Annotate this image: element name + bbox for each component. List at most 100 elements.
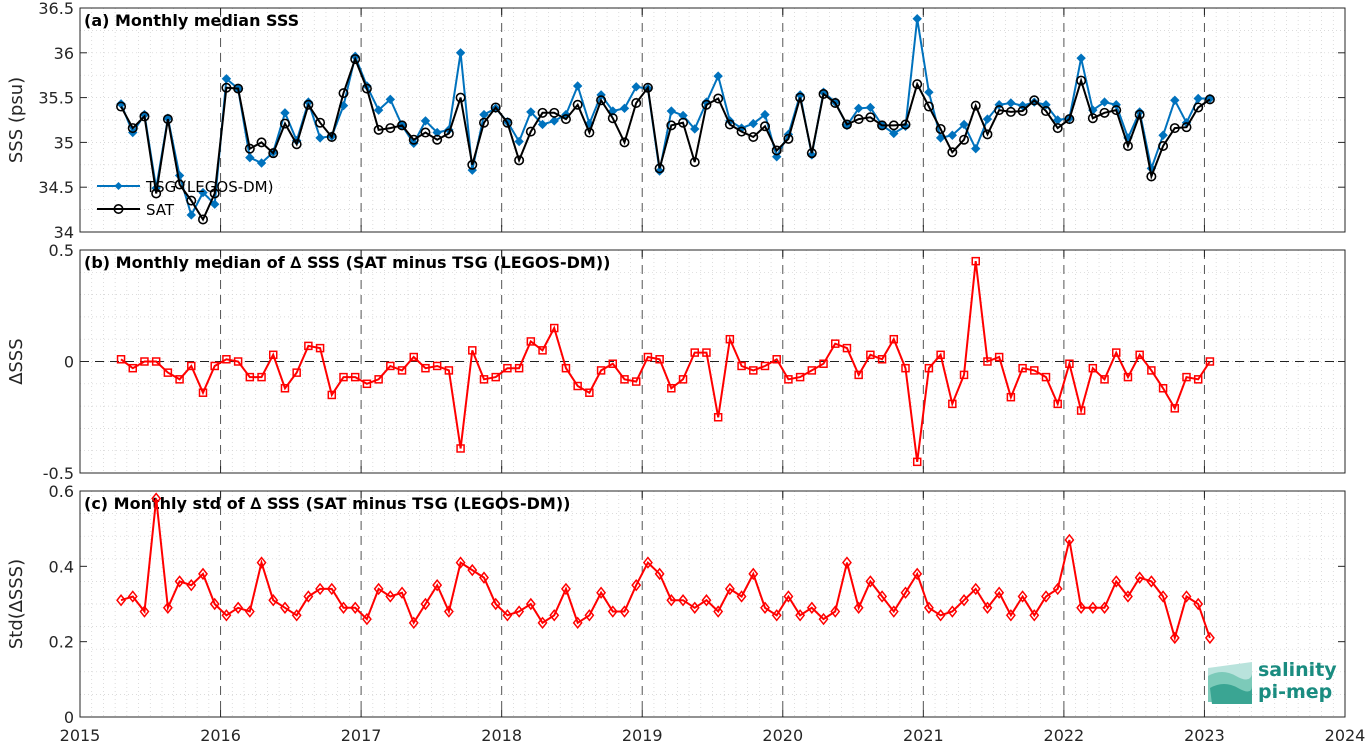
data-point: [841, 556, 852, 569]
data-point: [853, 601, 864, 614]
data-point: [514, 363, 524, 373]
data-point: [619, 605, 630, 618]
data-point: [1052, 582, 1063, 596]
data-point: [654, 166, 665, 176]
data-point: [1029, 95, 1040, 106]
data-point: [784, 375, 793, 384]
y-tick-label: 35: [54, 133, 74, 152]
data-point: [970, 582, 981, 596]
data-point: [888, 120, 899, 131]
x-tick-label: 2017: [341, 726, 382, 745]
data-point: [971, 256, 980, 266]
y-tick-label: 0.6: [49, 482, 74, 501]
data-point: [900, 586, 911, 599]
data-point: [420, 127, 431, 138]
data-point: [174, 575, 185, 588]
data-point: [724, 582, 735, 596]
data-point: [1170, 95, 1180, 105]
data-point: [386, 361, 395, 371]
data-point: [151, 188, 162, 199]
data-point: [279, 118, 290, 129]
data-point: [1100, 375, 1109, 384]
data-point: [865, 102, 876, 113]
data-point: [947, 605, 958, 618]
data-point: [678, 594, 689, 607]
y-tick-label: -0.5: [43, 464, 74, 483]
data-point: [186, 210, 196, 220]
data-point: [244, 143, 255, 154]
data-point: [479, 375, 489, 384]
data-point: [901, 363, 910, 373]
data-point: [268, 594, 279, 607]
data-point: [865, 112, 876, 123]
y-axis-label: Std(∆SSS): [6, 559, 27, 649]
minor-grid: [80, 491, 1345, 717]
axes-box: [79, 7, 1346, 233]
data-point: [1205, 357, 1215, 366]
data-point: [139, 111, 150, 122]
data-point: [468, 346, 477, 355]
data-point: [256, 158, 267, 168]
data-point: [397, 366, 407, 375]
data-point: [537, 107, 548, 118]
data-point: [198, 187, 208, 198]
data-point: [959, 134, 970, 145]
data-point: [1134, 109, 1145, 120]
data-point: [222, 355, 231, 364]
data-point: [806, 148, 817, 159]
data-point: [713, 605, 724, 618]
data-point: [971, 143, 981, 154]
data-point: [514, 136, 524, 147]
y-tick-label: 36.5: [38, 0, 74, 18]
data-point: [326, 132, 337, 143]
data-point: [198, 388, 208, 397]
data-point: [760, 601, 770, 614]
data-point: [666, 120, 677, 131]
data-point: [432, 578, 443, 592]
y-tick-label: 34: [54, 223, 74, 242]
data-point: [1065, 359, 1074, 368]
data-point: [983, 357, 992, 366]
data-point: [1170, 404, 1180, 413]
x-tick-label: 2021: [903, 726, 944, 745]
data-point: [350, 601, 361, 614]
legend: TSG (LEGOS-DM) SAT: [97, 178, 273, 219]
data-point: [198, 567, 208, 581]
data-point: [1005, 106, 1016, 117]
data-point: [1111, 575, 1122, 588]
data-point: [584, 609, 595, 622]
data-point: [1018, 363, 1027, 373]
panel-a: 34 34.5 35 35.5 36 36.5 SSS (psu) (a) Monthly m…: [6, 0, 1346, 242]
data-point: [268, 350, 278, 360]
data-point: [362, 379, 372, 389]
data-point: [490, 102, 501, 113]
data-point: [479, 571, 489, 584]
data-point: [748, 118, 758, 129]
data-point: [525, 597, 536, 611]
data-point: [116, 101, 127, 112]
data-point: [549, 609, 560, 622]
data-point: [128, 363, 138, 373]
data-point: [139, 605, 150, 618]
data-point: [186, 195, 197, 206]
year-gridlines: [220, 8, 1205, 232]
data-point: [233, 83, 244, 94]
data-point: [889, 334, 899, 344]
data-point: [959, 594, 969, 607]
wave-logo-icon: [1208, 662, 1252, 704]
data-point: [303, 590, 314, 603]
data-point: [244, 605, 255, 618]
data-point: [1053, 399, 1062, 409]
data-point: [912, 567, 923, 581]
data-point: [526, 107, 536, 117]
data-point: [818, 89, 829, 100]
data-point: [198, 214, 209, 225]
data-point: [257, 372, 266, 382]
data-point: [537, 119, 548, 130]
data-point: [502, 117, 513, 128]
data-point: [292, 368, 301, 377]
data-point: [1076, 75, 1087, 86]
data-point: [151, 357, 161, 366]
data-point: [303, 99, 314, 110]
